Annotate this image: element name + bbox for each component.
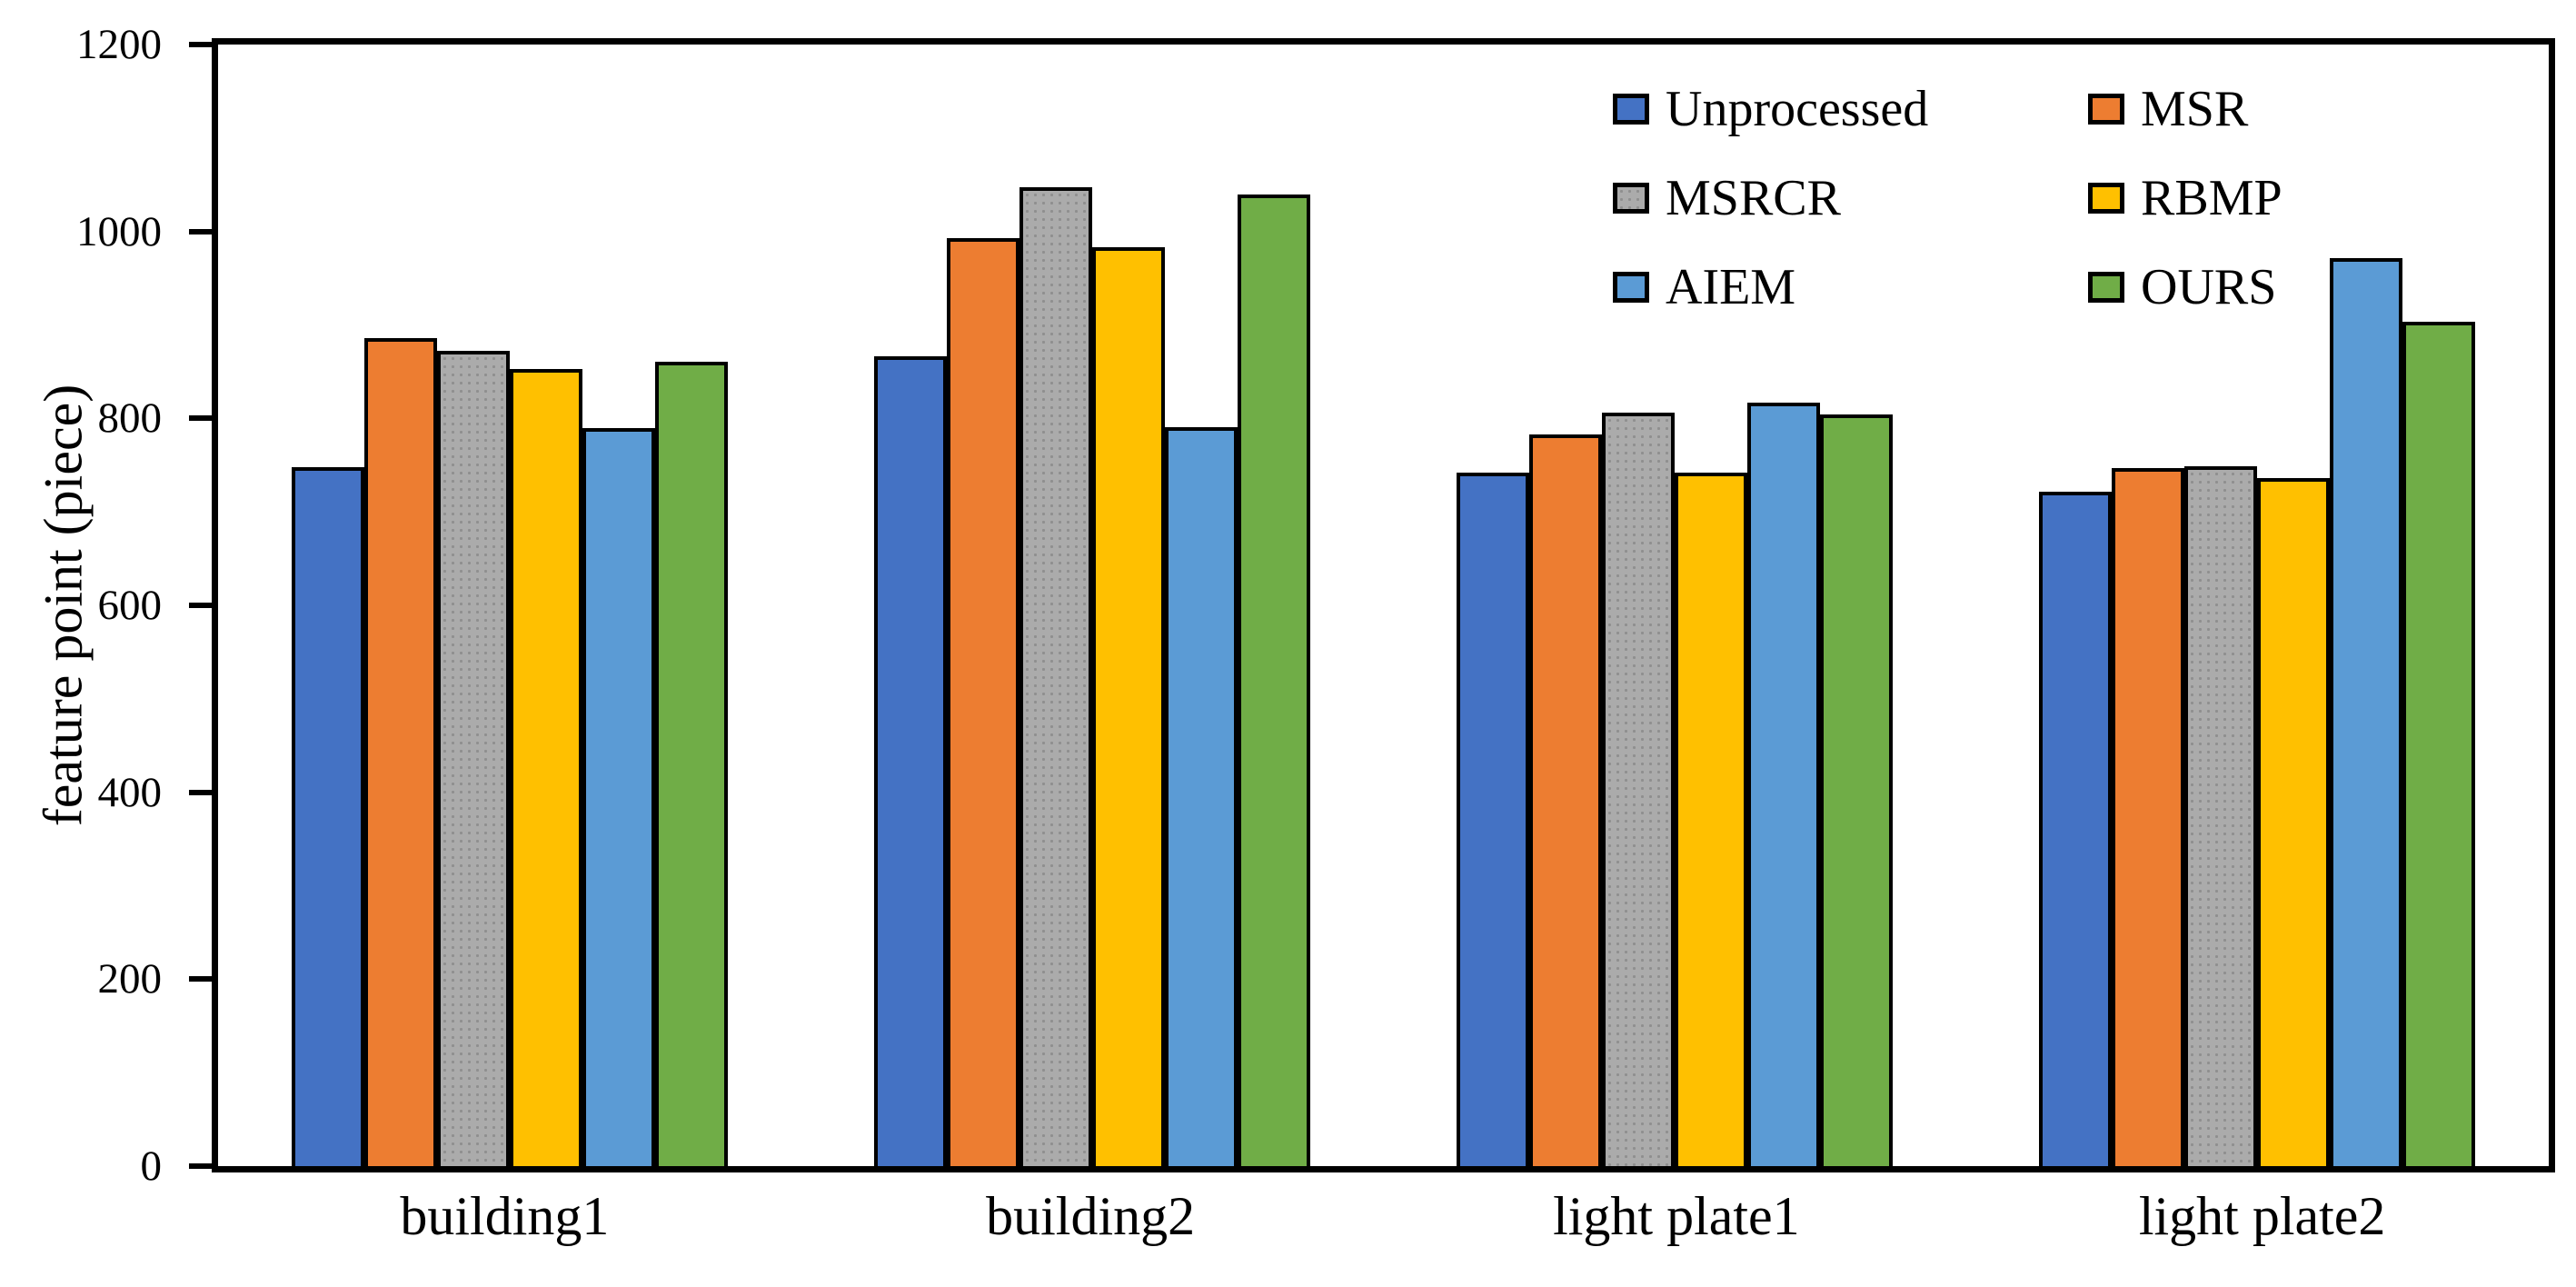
legend-item-msr: MSR bbox=[2088, 80, 2248, 138]
legend-swatch-ours-icon bbox=[2088, 272, 2124, 303]
bar-msrcr-light-plate2 bbox=[2184, 466, 2258, 1166]
y-tick-label: 1200 bbox=[76, 21, 162, 68]
bar-group-light-plate1 bbox=[1384, 45, 1966, 1166]
bar-unprocessed-building1 bbox=[291, 467, 364, 1166]
bar-ours-light-plate1 bbox=[1820, 414, 1894, 1166]
bar-aiem-light-plate1 bbox=[1747, 403, 1821, 1166]
legend-swatch-msrcr-icon bbox=[1613, 183, 1649, 214]
bar-msr-building2 bbox=[946, 238, 1019, 1166]
bar-group-building1 bbox=[218, 45, 801, 1166]
bar-group-light-plate2 bbox=[1966, 45, 2549, 1166]
bar-rbmp-building2 bbox=[1091, 247, 1165, 1166]
y-tick-mark bbox=[189, 976, 213, 982]
x-category-label-building1: building1 bbox=[400, 1186, 610, 1246]
legend-label-ours: OURS bbox=[2141, 259, 2277, 315]
y-tick-mark bbox=[189, 42, 213, 47]
bar-group-building2 bbox=[801, 45, 1383, 1166]
x-category-label-light-plate2: light plate2 bbox=[2138, 1186, 2386, 1246]
y-tick-label: 600 bbox=[97, 582, 163, 629]
bar-rbmp-light-plate2 bbox=[2257, 478, 2331, 1166]
legend-label-rbmp: RBMP bbox=[2141, 170, 2283, 226]
bar-msrcr-building2 bbox=[1019, 187, 1092, 1166]
legend-swatch-aiem-icon bbox=[1613, 272, 1649, 303]
legend-label-msr: MSR bbox=[2141, 81, 2249, 137]
y-tick-label: 200 bbox=[97, 955, 163, 1003]
bar-rbmp-light-plate1 bbox=[1675, 473, 1748, 1166]
y-tick-label: 0 bbox=[140, 1142, 163, 1190]
y-tick-mark bbox=[189, 1163, 213, 1169]
legend-item-msrcr: MSRCR bbox=[1613, 169, 1841, 227]
x-category-label-light-plate1: light plate1 bbox=[1553, 1186, 1800, 1246]
legend-label-unprocessed: Unprocessed bbox=[1666, 81, 1929, 137]
legend-item-unprocessed: Unprocessed bbox=[1613, 80, 1928, 138]
bar-aiem-building1 bbox=[582, 428, 655, 1166]
bar-unprocessed-light-plate1 bbox=[1457, 473, 1530, 1166]
bar-msrcr-light-plate1 bbox=[1602, 413, 1676, 1166]
y-tick-label: 400 bbox=[97, 769, 163, 816]
legend-label-msrcr: MSRCR bbox=[1666, 170, 1841, 226]
legend-item-aiem: AIEM bbox=[1613, 258, 1795, 316]
legend-swatch-unprocessed-icon bbox=[1613, 94, 1649, 125]
bar-ours-building2 bbox=[1237, 195, 1310, 1166]
x-axis-category-labels: building1 building2 light plate1 light plat… bbox=[212, 1185, 2555, 1248]
legend-label-aiem: AIEM bbox=[1666, 259, 1796, 315]
y-tick-label: 1000 bbox=[76, 208, 162, 255]
x-category-label-building2: building2 bbox=[986, 1186, 1196, 1246]
y-tick-mark bbox=[189, 415, 213, 421]
bar-unprocessed-building2 bbox=[873, 356, 947, 1166]
bar-unprocessed-light-plate2 bbox=[2039, 492, 2113, 1166]
plot-area bbox=[212, 38, 2555, 1172]
bar-msrcr-building1 bbox=[436, 351, 510, 1166]
bar-msr-building1 bbox=[363, 338, 437, 1166]
y-tick-mark bbox=[189, 603, 213, 608]
legend-swatch-msr-icon bbox=[2088, 94, 2124, 125]
bar-aiem-building2 bbox=[1164, 427, 1238, 1166]
bar-ours-building1 bbox=[654, 362, 728, 1166]
y-tick-mark bbox=[189, 790, 213, 795]
bar-ours-light-plate2 bbox=[2402, 322, 2476, 1166]
legend-item-ours: OURS bbox=[2088, 258, 2276, 316]
y-tick-label: 800 bbox=[97, 394, 163, 442]
bar-msr-light-plate1 bbox=[1529, 434, 1603, 1166]
bar-aiem-light-plate2 bbox=[2330, 258, 2403, 1166]
legend-item-rbmp: RBMP bbox=[2088, 169, 2283, 227]
y-tick-mark bbox=[189, 229, 213, 234]
bar-rbmp-building1 bbox=[509, 369, 582, 1166]
legend-swatch-rbmp-icon bbox=[2088, 183, 2124, 214]
bar-msr-light-plate2 bbox=[2112, 468, 2185, 1166]
